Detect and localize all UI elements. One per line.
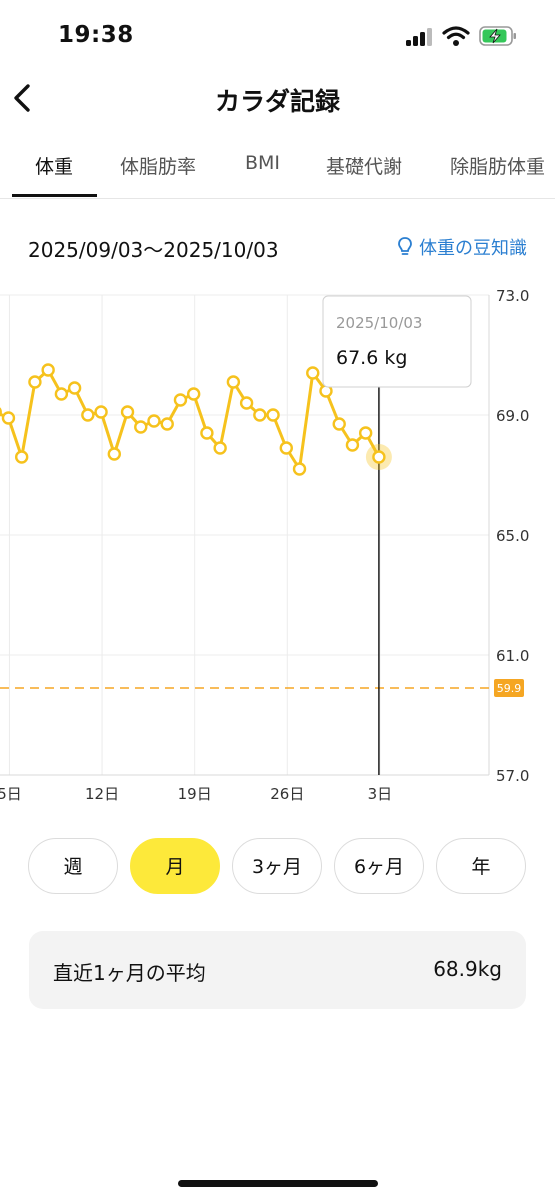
data-point [226,375,241,389]
x-tick-label: 26日 [270,785,304,803]
lightbulb-icon [398,237,412,255]
data-point [186,387,201,401]
back-button[interactable] [8,80,38,116]
average-label: 直近1ヶ月の平均 [53,961,206,985]
period-week-button[interactable]: 週 [28,838,118,894]
data-point [67,381,82,395]
average-value: 68.9kg [433,957,502,981]
y-tick-label: 65.0 [496,527,529,545]
chevron-left-icon [14,84,30,112]
tooltip-date: 2025/10/03 [336,314,422,332]
period-month-button[interactable]: 月 [130,838,220,894]
status-time: 19:38 [58,22,134,48]
data-point [306,366,320,380]
data-point [14,450,29,464]
weight-chart[interactable]: 73.069.065.061.057.0 5日 12日 19日 26日 3日 59.9 … [0,280,555,820]
monthly-average-card: 直近1ヶ月の平均 68.9kg [29,931,526,1009]
date-range: 2025/09/03〜2025/10/03 [28,238,279,262]
data-point [239,396,254,410]
data-point [213,441,227,455]
tooltip-value: 67.6 kg [336,347,407,369]
wifi-icon [442,26,470,46]
data-point [81,408,95,422]
data-point [279,441,293,455]
y-tick-label: 61.0 [496,647,529,665]
data-point [253,408,267,422]
data-point [94,405,108,419]
x-tick-label: 19日 [178,785,212,803]
y-tick-label: 69.0 [496,407,529,425]
data-point [107,447,122,461]
chart-x-axis-labels: 5日 12日 19日 26日 3日 [0,785,392,803]
period-year-button[interactable]: 年 [436,838,526,894]
y-tick-label: 73.0 [496,287,529,305]
tab-basal-metabolism[interactable]: 基礎代謝 [326,156,403,178]
data-point [160,417,174,431]
status-bar: 19:38 [0,0,555,70]
y-tick-label: 57.0 [496,767,529,785]
data-point [200,426,214,440]
selection-tooltip: 2025/10/03 67.6 kg [322,295,472,388]
data-point [41,363,55,377]
goal-badge: 59.9 [494,679,524,697]
data-point [147,414,161,428]
x-tick-label: 5日 [0,785,22,803]
data-point [54,387,69,401]
weight-series-line [0,368,381,471]
data-point [173,393,188,407]
metric-tabs: 体重 体脂肪率 BMI 基礎代謝 除脂肪体重 [0,130,555,199]
weight-data-points [0,363,392,476]
period-3-months-button[interactable]: 3ヶ月 [232,838,322,894]
cellular-signal-icon [406,28,434,46]
data-point [372,450,386,464]
home-indicator[interactable] [178,1180,378,1187]
period-selector: 週 月 3ヶ月 6ヶ月 年 [0,838,555,898]
tab-weight[interactable]: 体重 [35,156,74,178]
goal-badge-label: 59.9 [497,682,522,695]
data-point [332,417,346,431]
period-6-months-button[interactable]: 6ヶ月 [334,838,424,894]
data-point [266,408,280,422]
tab-body-fat[interactable]: 体脂肪率 [120,156,197,178]
weight-tips-link[interactable]: 体重の豆知識 [397,234,527,260]
tab-lean-body-mass[interactable]: 除脂肪体重 [450,156,546,178]
data-point [120,405,135,419]
data-point [345,438,360,452]
page-title: カラダ記録 [214,87,340,116]
data-point [292,462,307,476]
battery-charging-icon [479,26,516,46]
data-point [28,375,42,389]
weight-tips-label: 体重の豆知識 [419,238,527,259]
data-point [134,420,148,434]
x-tick-label: 3日 [368,785,393,803]
data-point [358,426,373,440]
tab-bmi[interactable]: BMI [245,152,281,174]
tab-active-indicator [12,194,97,197]
x-tick-label: 12日 [85,785,119,803]
data-point [1,411,16,425]
chart-y-axis-labels: 73.0 69.0 65.0 61.0 57.0 [496,287,529,785]
data-point [0,407,2,417]
nav-bar: カラダ記録 [0,70,555,130]
